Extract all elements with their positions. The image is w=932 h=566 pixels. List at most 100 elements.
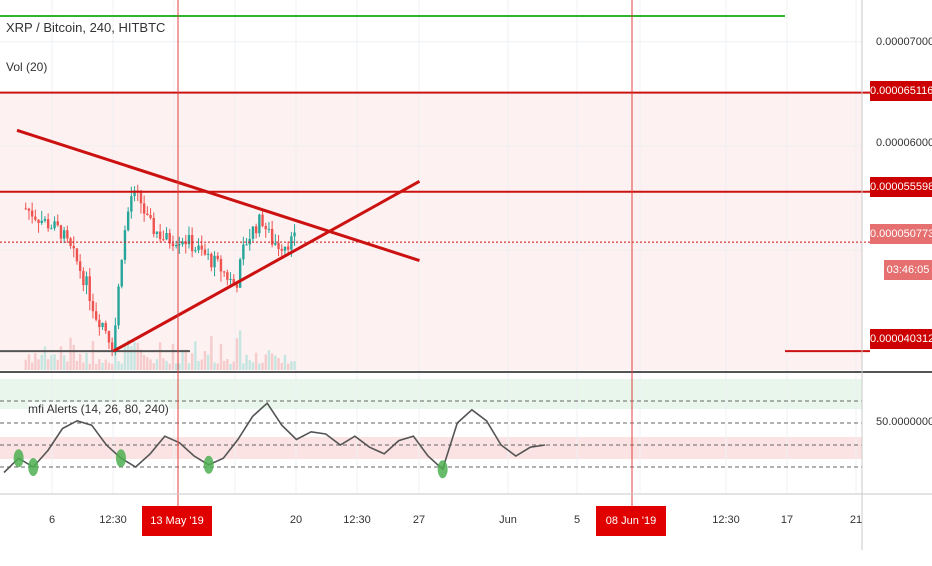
candle-body (190, 234, 194, 252)
candle-body (184, 241, 187, 245)
candle-body (197, 245, 200, 251)
candle-body (82, 271, 85, 286)
candle-body (165, 233, 168, 240)
indicator-tick-label: 50.000000000 (876, 416, 932, 428)
candle-body (226, 272, 229, 280)
candle-body (59, 225, 63, 239)
candle-body (72, 246, 75, 249)
candle-body (104, 322, 107, 331)
volume-bar (133, 341, 136, 370)
candle-body (142, 203, 146, 214)
mfi-alert-dot (203, 455, 214, 474)
volume-bar (142, 355, 146, 370)
volume-bar (165, 360, 168, 370)
candle-body (245, 244, 248, 246)
chart-canvas[interactable] (0, 0, 932, 550)
candle-body (27, 208, 31, 211)
volume-bar (286, 363, 290, 370)
candle-body (130, 196, 133, 212)
trendline (16, 128, 420, 262)
candle-body (146, 213, 149, 216)
volume-bar (126, 340, 130, 370)
volume-bar (210, 336, 213, 370)
volume-bar (184, 349, 187, 370)
time-tick-label: 5 (573, 514, 581, 526)
volume-bar (98, 359, 101, 370)
candle-body (43, 219, 47, 221)
volume-bar (101, 362, 104, 370)
time-tick-label: 12:30 (343, 514, 371, 526)
chart-title[interactable]: XRP / Bitcoin, 240, HITBTC (6, 20, 166, 35)
candle-body (162, 239, 165, 241)
volume-bar (226, 359, 229, 370)
volume-bar (107, 362, 111, 370)
candle-body (24, 208, 27, 210)
volume-bar (158, 342, 162, 370)
candle-body (75, 248, 79, 262)
volume-bar (274, 355, 277, 370)
volume-bar (229, 363, 232, 370)
main-pane-shade (0, 94, 862, 370)
volume-bar (206, 354, 210, 370)
volume-bar (258, 363, 261, 370)
candle-body (222, 271, 226, 273)
volume-bar (110, 363, 114, 370)
volume-bar (120, 363, 123, 370)
volume-bar (270, 353, 274, 370)
candle-body (139, 190, 143, 204)
candle-body (123, 230, 127, 260)
volume-bar (149, 359, 152, 370)
candle-body (232, 278, 235, 285)
cursor-time-label-1: 13 May '19 04:30 (142, 506, 212, 557)
indicator-legend[interactable]: mfi Alerts (14, 26, 80, 240) (28, 402, 169, 416)
volume-bar (94, 363, 98, 370)
volume-bar (277, 358, 280, 370)
candle-body (270, 228, 274, 245)
price-box-last: 0.000050773 (870, 224, 932, 244)
volume-bar (53, 354, 56, 370)
price-box-resistance: 0.000065116 (870, 81, 932, 101)
candle-body (203, 249, 207, 255)
time-tick-label: Jun (499, 514, 517, 526)
candle-body (56, 221, 59, 226)
volume-bar (232, 361, 235, 370)
trendlines[interactable] (16, 128, 421, 353)
volume-bar (178, 363, 181, 370)
volume-bar (75, 360, 79, 370)
countdown-box: 03:46:05 (884, 260, 932, 280)
candle-body (235, 284, 239, 288)
volume-bar (283, 354, 287, 370)
candle-body (277, 243, 280, 249)
volume-bar (190, 353, 194, 370)
candle-body (88, 276, 91, 302)
volume-bar (171, 344, 175, 370)
candle-body (152, 217, 155, 234)
volume-bar (136, 342, 139, 370)
volume-bar (238, 330, 242, 370)
mfi-alert-dot (13, 449, 24, 468)
volume-bar (50, 355, 53, 370)
mfi-alert-dot (115, 449, 126, 468)
time-tick-label: 12:30 (712, 514, 740, 526)
volume-legend[interactable]: Vol (20) (6, 60, 48, 74)
volume-bar (24, 359, 27, 370)
candle-body (168, 233, 171, 244)
candle-body (66, 230, 69, 239)
candle-body (85, 276, 88, 286)
candle-body (254, 226, 258, 234)
horizontal-levels[interactable] (0, 15, 870, 353)
volume-bar (43, 346, 47, 370)
candle-body (34, 216, 37, 220)
volume-bar (34, 353, 37, 370)
candle-body (30, 210, 34, 217)
volume-bar (69, 337, 72, 370)
candle-body (101, 322, 104, 328)
time-tick-label: 21 (849, 514, 863, 526)
candle-body (40, 220, 43, 223)
volume-bar (293, 361, 296, 370)
candle-body (216, 255, 219, 259)
candle-body (158, 231, 162, 240)
volume-bar (146, 357, 149, 370)
volume-bar (251, 362, 255, 370)
